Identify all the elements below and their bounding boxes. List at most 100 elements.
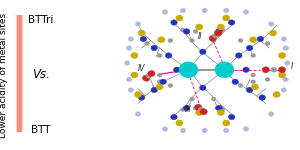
Circle shape <box>168 39 173 42</box>
Circle shape <box>196 110 203 116</box>
Circle shape <box>232 79 238 84</box>
Circle shape <box>171 114 177 120</box>
Text: IV: IV <box>137 64 145 73</box>
Circle shape <box>224 8 229 13</box>
Circle shape <box>162 10 168 14</box>
Circle shape <box>243 67 249 72</box>
Circle shape <box>202 8 207 13</box>
Circle shape <box>268 112 274 116</box>
Circle shape <box>138 95 145 100</box>
Circle shape <box>283 46 288 50</box>
Circle shape <box>238 39 243 42</box>
Circle shape <box>215 30 220 33</box>
Circle shape <box>134 92 142 98</box>
Circle shape <box>176 15 183 21</box>
Circle shape <box>251 80 256 84</box>
Circle shape <box>193 30 198 33</box>
Circle shape <box>211 39 216 42</box>
Circle shape <box>156 84 163 90</box>
Circle shape <box>251 84 259 90</box>
Circle shape <box>160 79 166 84</box>
Circle shape <box>190 39 194 42</box>
Circle shape <box>157 80 162 84</box>
Circle shape <box>126 77 132 82</box>
Circle shape <box>198 107 204 112</box>
Circle shape <box>145 78 149 81</box>
Circle shape <box>265 78 270 81</box>
Circle shape <box>180 8 186 13</box>
Circle shape <box>265 42 270 45</box>
Circle shape <box>190 97 194 101</box>
Circle shape <box>181 108 185 111</box>
Circle shape <box>281 88 286 92</box>
Circle shape <box>202 128 207 133</box>
Circle shape <box>238 84 243 87</box>
Circle shape <box>209 35 216 41</box>
Circle shape <box>224 128 229 133</box>
Circle shape <box>162 127 168 131</box>
Circle shape <box>171 20 177 25</box>
Circle shape <box>131 72 138 78</box>
Circle shape <box>228 114 235 120</box>
Circle shape <box>271 67 277 72</box>
Circle shape <box>246 45 253 51</box>
Circle shape <box>151 87 158 93</box>
Circle shape <box>278 72 286 78</box>
Circle shape <box>236 53 242 58</box>
Circle shape <box>243 127 249 131</box>
Circle shape <box>246 87 253 93</box>
Circle shape <box>223 120 230 126</box>
Circle shape <box>128 88 134 92</box>
Circle shape <box>157 73 162 77</box>
Text: III: III <box>185 105 192 114</box>
Circle shape <box>200 49 206 54</box>
Circle shape <box>124 61 130 65</box>
Circle shape <box>262 67 269 73</box>
Circle shape <box>217 24 224 30</box>
Circle shape <box>151 45 158 51</box>
Circle shape <box>211 97 216 101</box>
Circle shape <box>281 37 286 41</box>
Circle shape <box>168 84 173 87</box>
Circle shape <box>176 120 183 126</box>
Circle shape <box>138 30 145 36</box>
Circle shape <box>135 112 141 116</box>
Circle shape <box>228 20 235 25</box>
Circle shape <box>251 73 256 77</box>
Circle shape <box>173 67 180 72</box>
Circle shape <box>259 95 266 100</box>
Circle shape <box>165 53 172 58</box>
Circle shape <box>196 24 203 30</box>
Circle shape <box>157 54 162 57</box>
Circle shape <box>214 30 222 36</box>
Circle shape <box>216 105 222 111</box>
Circle shape <box>148 70 155 76</box>
Circle shape <box>257 36 264 42</box>
Text: BTTri: BTTri <box>28 15 54 25</box>
Circle shape <box>200 109 207 115</box>
Circle shape <box>195 104 202 110</box>
Circle shape <box>140 36 147 42</box>
Circle shape <box>212 33 218 38</box>
Text: Lower acidity of metal sites: Lower acidity of metal sites <box>0 12 8 138</box>
Text: II: II <box>198 32 202 41</box>
Circle shape <box>243 10 249 14</box>
Circle shape <box>126 46 132 50</box>
Circle shape <box>142 75 150 81</box>
Circle shape <box>158 37 165 43</box>
Circle shape <box>278 67 286 73</box>
Circle shape <box>216 29 222 34</box>
Circle shape <box>131 52 138 59</box>
Circle shape <box>250 37 257 43</box>
Circle shape <box>200 85 206 90</box>
Circle shape <box>283 77 288 82</box>
Circle shape <box>269 30 277 36</box>
Circle shape <box>135 22 141 26</box>
Circle shape <box>179 62 198 78</box>
Text: Vs.: Vs. <box>32 69 50 81</box>
Circle shape <box>215 62 234 78</box>
Circle shape <box>180 128 186 133</box>
Circle shape <box>217 110 224 116</box>
Text: I: I <box>291 62 293 71</box>
Circle shape <box>285 61 290 65</box>
